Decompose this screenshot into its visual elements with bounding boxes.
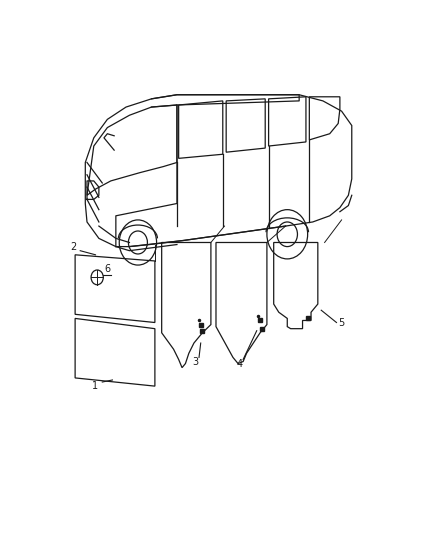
Text: 4: 4 bbox=[237, 359, 243, 368]
Text: 2: 2 bbox=[70, 241, 77, 252]
Text: 3: 3 bbox=[193, 357, 199, 367]
Text: 6: 6 bbox=[104, 264, 110, 274]
Text: 5: 5 bbox=[339, 318, 345, 327]
Text: 1: 1 bbox=[92, 381, 99, 391]
